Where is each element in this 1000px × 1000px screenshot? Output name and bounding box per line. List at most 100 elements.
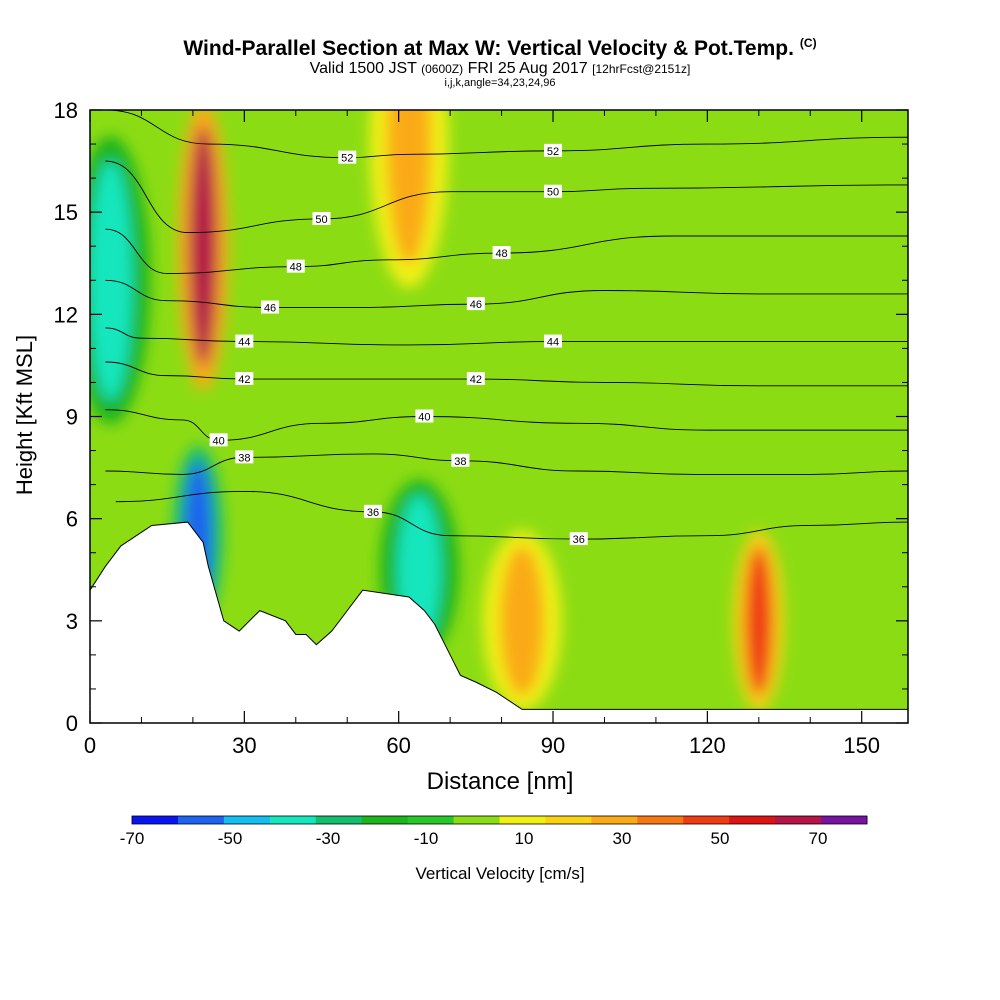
utc-time: (0600Z) — [421, 62, 464, 76]
contour-label-box — [466, 372, 485, 386]
y-tick-label: 15 — [54, 200, 78, 225]
colorbar-swatch — [499, 816, 546, 824]
copyright-mark: (C) — [799, 36, 817, 50]
colorbar-swatch — [361, 816, 409, 824]
velocity-core — [386, 110, 431, 265]
colorbar-tick-label: -10 — [414, 829, 439, 848]
theta-contour-46 — [105, 279, 908, 308]
colorbar-swatch — [821, 816, 868, 824]
colorbar-tick-label: -30 — [316, 829, 341, 848]
contour-label-48: 48 — [290, 262, 302, 274]
contour-label-36: 36 — [573, 534, 585, 546]
title-text: Wind-Parallel Section at Max W: Vertical… — [183, 37, 794, 60]
contour-label-48: 48 — [495, 248, 507, 260]
contour-label-box — [544, 334, 563, 348]
contour-label-38: 38 — [238, 452, 250, 464]
colorbar-tick-label: -50 — [218, 829, 243, 848]
colorbar-swatch — [453, 816, 500, 824]
contour-label-42: 42 — [238, 374, 250, 386]
colorbar-title: Vertical Velocity [cm/s] — [415, 864, 585, 883]
theta-contour-52 — [105, 110, 908, 159]
terrain-shape — [90, 521, 908, 723]
chart-subtitle: Valid 1500 JST (0600Z) FRI 25 Aug 2017 [… — [0, 60, 1000, 78]
x-tick-label: 0 — [84, 733, 96, 758]
contour-label-box — [544, 143, 563, 157]
colorbar-swatch — [223, 816, 271, 824]
y-tick-label: 6 — [66, 507, 78, 532]
contour-label-44: 44 — [547, 337, 559, 349]
x-tick-label: 150 — [843, 733, 880, 758]
contour-label-box — [261, 300, 280, 314]
section-params: i,j,k,angle=34,23,24,96 — [444, 77, 556, 89]
contour-label-box — [286, 259, 305, 273]
contour-label-44: 44 — [238, 337, 250, 349]
colorbar-tick-label: -70 — [120, 829, 145, 848]
contour-label-box — [466, 297, 485, 311]
y-tick-label: 0 — [66, 711, 78, 736]
y-tick-label: 12 — [54, 302, 78, 327]
colorbar: -70 -50 -30 -10 10 30 50 70 — [120, 815, 868, 848]
contour-label-36: 36 — [367, 507, 379, 519]
colorbar-swatch — [775, 816, 822, 824]
colorbar-swatch — [637, 816, 684, 824]
colorbar-tick-label: 70 — [809, 829, 828, 848]
contour-label-box — [235, 334, 254, 348]
contour-label-52: 52 — [341, 153, 353, 165]
x-tick-label: 90 — [541, 733, 565, 758]
theta-contour-50 — [105, 160, 908, 234]
vertical-velocity-field — [90, 110, 908, 723]
contour-label-50: 50 — [547, 187, 559, 199]
contour-label-box — [492, 246, 511, 260]
contour-label-box — [312, 211, 331, 225]
x-tick-label: 30 — [232, 733, 256, 758]
potential-temperature-contours: 36 36 38 38 40 40 42 42 44 44 46 46 48 48 50 50 52 52 — [105, 110, 908, 546]
y-tick-label: 9 — [66, 405, 78, 430]
colorbar-swatch — [591, 816, 638, 824]
colorbar-frame — [131, 815, 868, 825]
contour-label-46: 46 — [470, 299, 482, 311]
y-tick-label: 3 — [66, 609, 78, 634]
contour-label-box — [415, 409, 434, 423]
colorbar-tick-label: 30 — [613, 829, 632, 848]
colorbar-swatch — [545, 816, 592, 824]
colorbar-swatch — [269, 816, 317, 824]
contour-label-52: 52 — [547, 146, 559, 158]
colorbar-tick-label: 50 — [711, 829, 730, 848]
valid-date: FRI 25 Aug 2017 — [467, 60, 588, 77]
valid-time: Valid 1500 JST — [309, 60, 417, 77]
colorbar-swatch — [177, 816, 225, 824]
contour-label-42: 42 — [470, 374, 482, 386]
contour-label-box — [235, 372, 254, 386]
contour-label-50: 50 — [315, 214, 327, 226]
colorbar-tick-label: 10 — [515, 829, 534, 848]
contour-label-box — [338, 150, 357, 164]
contour-label-box — [363, 504, 382, 518]
field-blobs — [90, 110, 785, 711]
theta-contour-42 — [105, 361, 908, 387]
colorbar-swatch — [315, 816, 363, 824]
contour-label-box — [451, 453, 470, 467]
velocity-core — [744, 545, 773, 696]
contour-label-46: 46 — [264, 303, 276, 315]
theta-contour-38 — [105, 453, 908, 475]
chart-title: Wind-Parallel Section at Max W: Vertical… — [0, 36, 1000, 61]
x-axis-label: Distance [nm] — [426, 768, 574, 795]
contour-label-box — [544, 184, 563, 198]
y-axis-label: Height [Kft MSL] — [12, 334, 37, 496]
contour-label-38: 38 — [454, 456, 466, 468]
colorbar-swatch — [132, 816, 179, 824]
terrain-mask — [90, 521, 908, 723]
x-tick-label: 60 — [386, 733, 410, 758]
theta-contour-36 — [115, 490, 908, 540]
contour-label-40: 40 — [418, 412, 430, 424]
contour-label-box — [209, 433, 228, 447]
colorbar-swatch — [407, 816, 455, 824]
velocity-core — [189, 126, 218, 367]
colorbar-swatch — [729, 816, 776, 824]
contour-label-box — [569, 532, 588, 546]
x-tick-label: 120 — [689, 733, 726, 758]
contour-label-box — [235, 450, 254, 464]
velocity-core — [500, 545, 545, 696]
